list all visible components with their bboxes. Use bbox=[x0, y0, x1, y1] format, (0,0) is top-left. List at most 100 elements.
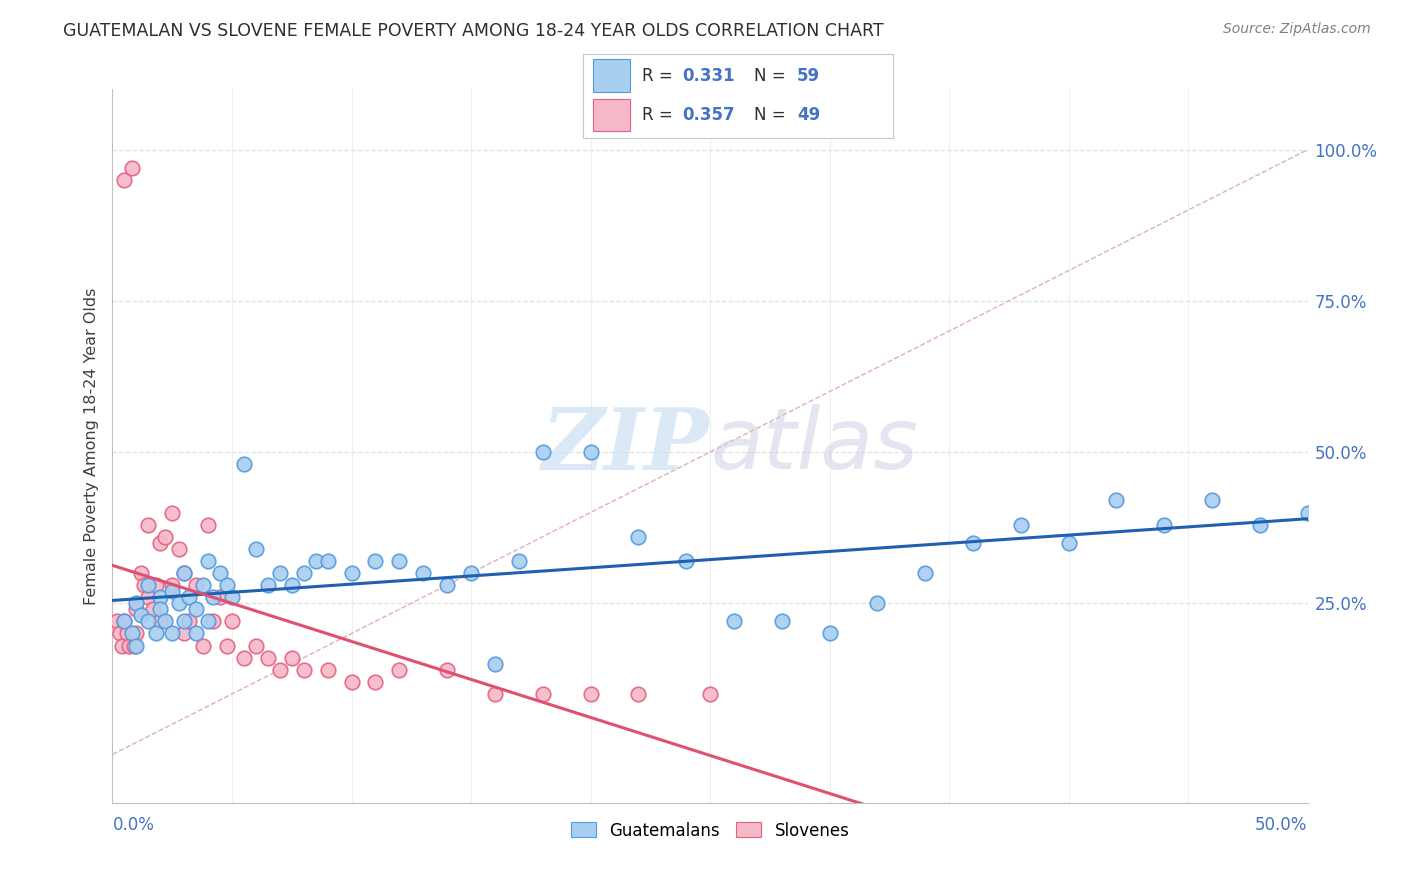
Slovenes bbox=[162, 578, 183, 592]
Guatemalans bbox=[138, 615, 160, 629]
Guatemalans bbox=[197, 615, 219, 629]
Slovenes bbox=[233, 650, 256, 665]
Slovenes bbox=[114, 615, 135, 629]
Slovenes bbox=[125, 602, 148, 616]
Guatemalans bbox=[1153, 517, 1175, 532]
Text: 59: 59 bbox=[797, 67, 820, 85]
Guatemalans bbox=[121, 626, 143, 640]
FancyBboxPatch shape bbox=[593, 60, 630, 92]
Guatemalans bbox=[292, 566, 315, 580]
Slovenes bbox=[281, 650, 304, 665]
Guatemalans bbox=[1249, 517, 1271, 532]
Guatemalans bbox=[962, 535, 984, 549]
Guatemalans bbox=[257, 578, 280, 592]
Text: atlas: atlas bbox=[710, 404, 918, 488]
Slovenes bbox=[221, 615, 243, 629]
Guatemalans bbox=[153, 615, 176, 629]
Guatemalans bbox=[233, 457, 256, 471]
Guatemalans bbox=[129, 608, 152, 623]
Guatemalans bbox=[818, 626, 841, 640]
Guatemalans bbox=[217, 578, 239, 592]
Guatemalans bbox=[364, 554, 387, 568]
Slovenes bbox=[292, 663, 315, 677]
Slovenes bbox=[121, 161, 143, 175]
Slovenes bbox=[108, 626, 131, 640]
Legend: Guatemalans, Slovenes: Guatemalans, Slovenes bbox=[562, 814, 858, 848]
Slovenes bbox=[627, 687, 650, 701]
Guatemalans bbox=[305, 554, 328, 568]
Slovenes bbox=[269, 663, 291, 677]
Guatemalans bbox=[627, 530, 650, 544]
Guatemalans bbox=[316, 554, 339, 568]
Guatemalans bbox=[770, 615, 793, 629]
Guatemalans bbox=[145, 626, 167, 640]
Guatemalans bbox=[138, 578, 160, 592]
Y-axis label: Female Poverty Among 18-24 Year Olds: Female Poverty Among 18-24 Year Olds bbox=[83, 287, 98, 605]
Guatemalans bbox=[162, 584, 183, 599]
Text: 0.331: 0.331 bbox=[682, 67, 735, 85]
Slovenes bbox=[138, 590, 160, 604]
Text: N =: N = bbox=[754, 106, 790, 124]
Slovenes bbox=[105, 615, 128, 629]
Slovenes bbox=[257, 650, 280, 665]
Guatemalans bbox=[221, 590, 243, 604]
Slovenes bbox=[193, 639, 215, 653]
Slovenes bbox=[153, 530, 176, 544]
FancyBboxPatch shape bbox=[593, 99, 630, 131]
Guatemalans bbox=[866, 596, 889, 610]
Guatemalans bbox=[149, 602, 172, 616]
Guatemalans bbox=[1057, 535, 1080, 549]
Slovenes bbox=[217, 639, 239, 653]
Slovenes bbox=[173, 566, 195, 580]
Guatemalans bbox=[114, 615, 135, 629]
Guatemalans bbox=[193, 578, 215, 592]
Text: 0.0%: 0.0% bbox=[112, 816, 155, 834]
Text: 0.357: 0.357 bbox=[682, 106, 735, 124]
Slovenes bbox=[364, 674, 387, 689]
Slovenes bbox=[699, 687, 721, 701]
Guatemalans bbox=[675, 554, 697, 568]
Guatemalans bbox=[531, 445, 554, 459]
Guatemalans bbox=[484, 657, 506, 671]
Slovenes bbox=[129, 566, 152, 580]
Slovenes bbox=[201, 615, 224, 629]
Guatemalans bbox=[1010, 517, 1032, 532]
Slovenes bbox=[245, 639, 267, 653]
Slovenes bbox=[114, 173, 135, 187]
Slovenes bbox=[111, 639, 134, 653]
Slovenes bbox=[142, 602, 165, 616]
Slovenes bbox=[436, 663, 458, 677]
Text: R =: R = bbox=[643, 106, 678, 124]
Guatemalans bbox=[125, 596, 148, 610]
Guatemalans bbox=[173, 615, 195, 629]
Text: GUATEMALAN VS SLOVENE FEMALE POVERTY AMONG 18-24 YEAR OLDS CORRELATION CHART: GUATEMALAN VS SLOVENE FEMALE POVERTY AMO… bbox=[63, 22, 884, 40]
Slovenes bbox=[484, 687, 506, 701]
Text: Source: ZipAtlas.com: Source: ZipAtlas.com bbox=[1223, 22, 1371, 37]
Slovenes bbox=[531, 687, 554, 701]
Guatemalans bbox=[1201, 493, 1223, 508]
Slovenes bbox=[388, 663, 411, 677]
Slovenes bbox=[145, 578, 167, 592]
Slovenes bbox=[209, 590, 232, 604]
Text: 50.0%: 50.0% bbox=[1256, 816, 1308, 834]
Slovenes bbox=[197, 517, 219, 532]
Guatemalans bbox=[388, 554, 411, 568]
Guatemalans bbox=[186, 626, 208, 640]
Guatemalans bbox=[460, 566, 482, 580]
Text: R =: R = bbox=[643, 67, 678, 85]
Slovenes bbox=[340, 674, 363, 689]
Guatemalans bbox=[149, 590, 172, 604]
Guatemalans bbox=[436, 578, 458, 592]
Guatemalans bbox=[723, 615, 745, 629]
Slovenes bbox=[169, 541, 191, 556]
Guatemalans bbox=[1296, 506, 1319, 520]
Text: ZIP: ZIP bbox=[543, 404, 710, 488]
Guatemalans bbox=[1105, 493, 1128, 508]
Slovenes bbox=[138, 517, 160, 532]
Guatemalans bbox=[281, 578, 304, 592]
Slovenes bbox=[149, 615, 172, 629]
Slovenes bbox=[579, 687, 602, 701]
Guatemalans bbox=[340, 566, 363, 580]
Slovenes bbox=[186, 578, 208, 592]
Guatemalans bbox=[508, 554, 530, 568]
